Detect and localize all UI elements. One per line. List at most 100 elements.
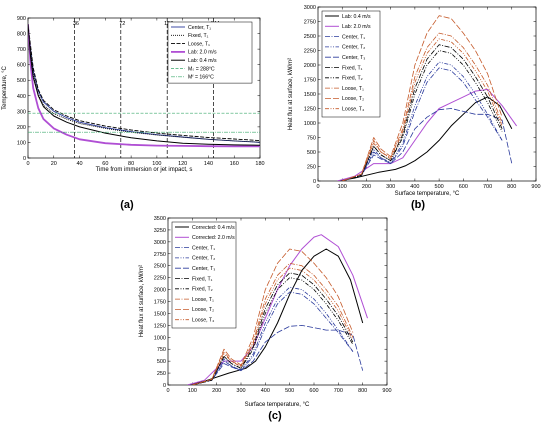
x-tick-label: 100 xyxy=(188,388,197,394)
legend-label: Center, T₃ xyxy=(192,266,215,272)
y-tick-label: 1500 xyxy=(304,92,316,98)
chart-a: 0 20 40 60 80 100 120 140 160 180 0 100 200 300 400 500… xyxy=(2,16,265,211)
legend-label: Loose, T₁ xyxy=(192,297,214,303)
series-line xyxy=(342,15,503,181)
chart-b: 0 100 200 300 400 500 600 700 800 900 0 250 500 750 10… xyxy=(288,5,541,211)
legend-label: Loose, T₂ xyxy=(342,96,364,102)
y-tick-label: 300 xyxy=(17,109,26,115)
x-tick-label: 0 xyxy=(166,388,169,394)
series-line xyxy=(337,96,513,181)
x-tick-label: 180 xyxy=(255,161,264,167)
legend-label: Lab: 0.4 m/s xyxy=(188,58,217,64)
legend-label: Fixed, T₂ xyxy=(192,287,213,293)
series-line xyxy=(342,67,503,181)
series-line xyxy=(28,24,260,143)
y-tick-label: 1000 xyxy=(304,121,316,127)
y-tick-label: 3000 xyxy=(304,5,316,11)
x-tick-label: 140 xyxy=(204,161,213,167)
x-tick-label: 700 xyxy=(334,388,343,394)
x-tick-label: 60 xyxy=(102,161,108,167)
x-tick-label: 200 xyxy=(362,184,371,190)
x-tick-label: 800 xyxy=(358,388,367,394)
y-tick-label: 2250 xyxy=(304,49,316,55)
legend-label: Fixed, T₁ xyxy=(192,276,213,282)
series-line xyxy=(192,248,354,385)
y-tick-label: 2500 xyxy=(304,34,316,40)
y-tick-label: 400 xyxy=(17,94,26,100)
x-tick-label: 0 xyxy=(26,161,29,167)
x-tick-label: 400 xyxy=(261,388,270,394)
legend-label: Loose, T₄ xyxy=(342,107,364,113)
series-group xyxy=(28,24,260,148)
x-tick-label: 300 xyxy=(236,388,245,394)
series-line xyxy=(192,324,364,385)
y-tick-label: 600 xyxy=(17,63,26,69)
y-tick-label: 2500 xyxy=(154,264,166,270)
legend-label: Lab: 0.4 m/s xyxy=(342,14,371,20)
series-line xyxy=(28,24,260,142)
time-marker-label: 36 xyxy=(73,21,79,27)
series-group xyxy=(187,234,368,385)
y-tick-label: 900 xyxy=(17,16,26,22)
y-tick-label: 2000 xyxy=(304,63,316,69)
legend-label: Center, T₁ xyxy=(192,245,215,251)
legend-label: Center, T₂ xyxy=(192,256,215,262)
y-tick-label: 3500 xyxy=(154,216,166,222)
y-tick-label: 500 xyxy=(157,359,166,365)
panel-caption: (b) xyxy=(411,199,425,211)
legend-label: Lab: 2.0 m/s xyxy=(342,24,371,30)
y-tick-label: 1250 xyxy=(304,107,316,113)
y-tick-label: 750 xyxy=(307,136,316,142)
y-tick-label: 1000 xyxy=(154,335,166,341)
panel-caption: (a) xyxy=(120,199,134,211)
x-axis-label: Time from immersion or jet impact, s xyxy=(96,167,193,173)
x-tick-label: 700 xyxy=(483,184,492,190)
series-line xyxy=(28,24,260,143)
y-tick-label: 1750 xyxy=(154,300,166,306)
legend-box xyxy=(171,221,237,329)
x-axis-label: Surface temperature, °C xyxy=(245,402,310,408)
x-tick-label: 800 xyxy=(507,184,516,190)
x-axis-label: Surface temperature, °C xyxy=(395,191,460,197)
x-tick-label: 100 xyxy=(152,161,161,167)
y-tick-label: 3250 xyxy=(154,228,166,234)
y-tick-label: 2750 xyxy=(304,20,316,26)
y-tick-label: 750 xyxy=(157,347,166,353)
series-line xyxy=(192,262,354,385)
y-tick-label: 200 xyxy=(17,125,26,131)
y-tick-label: 2750 xyxy=(154,252,166,258)
series-line xyxy=(342,50,503,181)
panel-caption: (c) xyxy=(268,410,282,422)
series-line xyxy=(342,108,513,181)
series-line xyxy=(337,88,518,181)
x-tick-label: 900 xyxy=(382,388,391,394)
series-line xyxy=(192,291,354,385)
x-tick-label: 600 xyxy=(459,184,468,190)
x-tick-label: 900 xyxy=(531,184,540,190)
legend-label: Mₛ = 288°C xyxy=(188,66,215,72)
y-tick-label: 250 xyxy=(157,371,166,377)
x-tick-label: 600 xyxy=(309,388,318,394)
legend-label: Loose, T₄ xyxy=(192,318,214,324)
series-group xyxy=(337,15,518,181)
legend-label: Fixed, T₁ xyxy=(188,33,209,39)
legend-label: Corrected: 2.0 m/s xyxy=(192,235,235,241)
series-line xyxy=(192,272,354,385)
x-tick-label: 20 xyxy=(51,161,57,167)
y-tick-label: 0 xyxy=(313,179,316,185)
y-tick-label: 2250 xyxy=(154,276,166,282)
x-tick-label: 500 xyxy=(435,184,444,190)
series-line xyxy=(342,32,503,181)
series-line xyxy=(342,38,503,181)
y-axis-label: Heat flux at surface, kW/m² xyxy=(139,265,145,337)
y-tick-label: 100 xyxy=(17,140,26,146)
legend-label: Corrected: 0.4 m/s xyxy=(192,225,235,231)
legend-label: Center, T₂ xyxy=(342,45,365,51)
series-line xyxy=(192,267,354,385)
y-tick-label: 1250 xyxy=(154,323,166,329)
y-tick-label: 3000 xyxy=(154,240,166,246)
series-line xyxy=(187,248,364,385)
x-tick-label: 500 xyxy=(285,388,294,394)
y-tick-label: 1750 xyxy=(304,78,316,84)
